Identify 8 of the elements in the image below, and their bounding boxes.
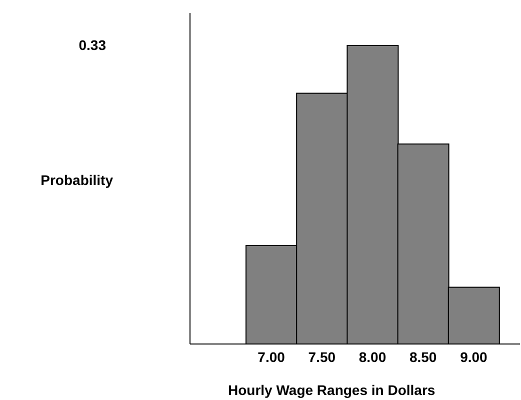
x-tick-label: 8.50 — [409, 348, 437, 365]
text: 0.33 — [78, 37, 106, 53]
x-axis-title: Hourly Wage Ranges in Dollars — [228, 382, 436, 398]
x-tick-label: 7.00 — [258, 348, 286, 365]
x-tick-label: 8.00 — [358, 348, 386, 365]
x-tick-label: 9.00 — [460, 348, 488, 365]
x-tick-label: 7.50 — [308, 348, 336, 365]
text: Probability — [40, 172, 113, 188]
